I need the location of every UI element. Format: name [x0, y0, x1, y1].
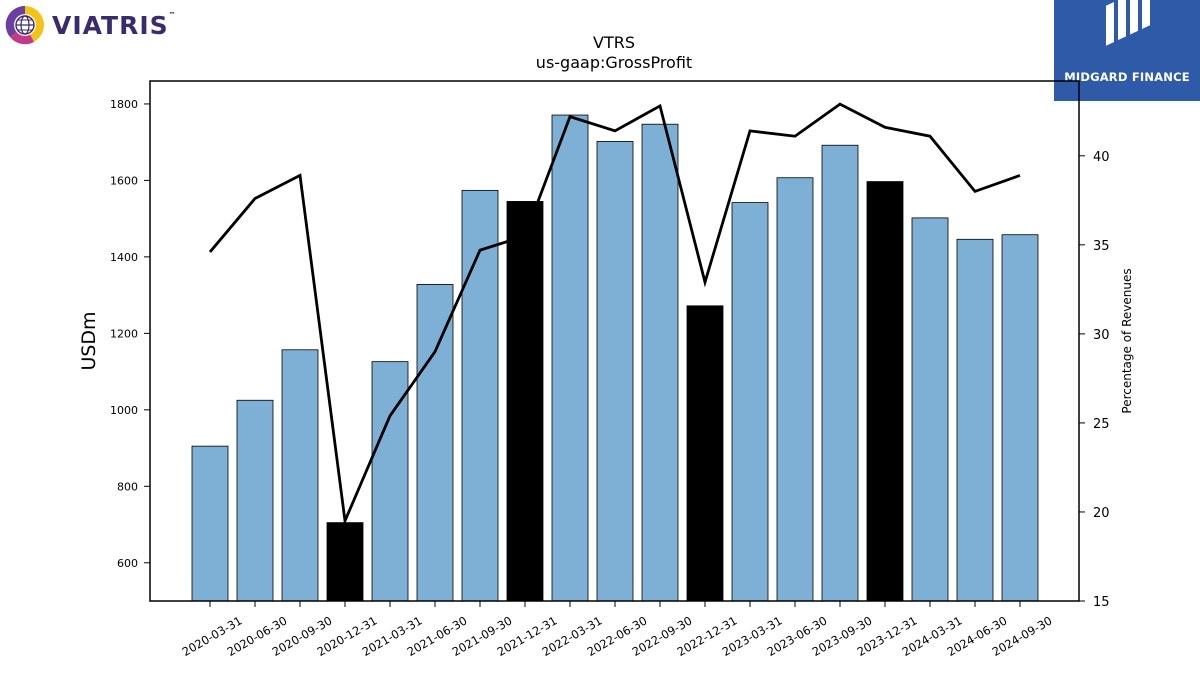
- midgard-emblem-icon: [1106, 0, 1150, 46]
- y-axis-right: 15 20 25 30 35 40: [1079, 150, 1110, 610]
- y2-tick-label-20: 20: [1093, 506, 1110, 521]
- viatris-logo: VIATRIS™: [4, 4, 177, 46]
- y-tick-label-800: 800: [117, 480, 138, 493]
- bar-2023-03-31: [731, 202, 769, 602]
- bar-2021-12-31: [506, 201, 544, 602]
- y2-tick-label-25: 25: [1093, 417, 1110, 432]
- bar-2022-12-31: [686, 305, 724, 602]
- y-tick-label-1400: 1400: [110, 251, 138, 264]
- bar-series: [191, 114, 1039, 602]
- bar-2020-03-31: [191, 445, 229, 602]
- y-tick-label-1600: 1600: [110, 174, 138, 187]
- viatris-wordmark: VIATRIS™: [52, 10, 177, 40]
- bar-2024-09-30: [1001, 234, 1039, 602]
- viatris-globe-icon: [5, 5, 44, 45]
- y-axis-left: 600 800 1000 1200 1400 1600 1800: [110, 98, 150, 570]
- y-tick-label-1200: 1200: [110, 327, 138, 340]
- y-tick-label-1800: 1800: [110, 98, 138, 111]
- y-axis-label: USDm: [78, 311, 100, 370]
- bar-2021-06-30: [416, 284, 454, 602]
- bar-2023-06-30: [776, 177, 814, 602]
- y2-tick-label-30: 30: [1093, 328, 1110, 343]
- line-series: [208, 102, 1021, 527]
- y-tick-label-600: 600: [117, 557, 138, 570]
- bar-2020-09-30: [281, 349, 319, 602]
- bar-2023-12-31: [866, 181, 904, 602]
- midgard-finance-wordmark: MIDGARD FINANCE: [1064, 70, 1190, 84]
- bar-2022-09-30: [641, 123, 679, 602]
- bar-2020-12-31: [326, 522, 364, 602]
- bar-2021-09-30: [461, 189, 499, 602]
- bar-2024-03-31: [911, 217, 949, 602]
- bar-2022-06-30: [596, 141, 634, 602]
- bar-2024-06-30: [956, 238, 994, 602]
- bar-2022-03-31: [551, 114, 589, 602]
- x-axis: 2020-03-312020-06-302020-09-302020-12-31…: [180, 601, 1055, 659]
- chart-title: VTRS: [593, 33, 635, 52]
- chart-subtitle: us-gaap:GrossProfit: [536, 53, 692, 72]
- y2-axis-label: Percentage of Revenues: [1120, 268, 1134, 413]
- bar-2023-09-30: [821, 144, 859, 602]
- y2-tick-label-15: 15: [1093, 595, 1110, 610]
- y2-tick-label-40: 40: [1093, 150, 1110, 165]
- percentage-line: [208, 102, 1021, 527]
- y2-tick-label-35: 35: [1093, 239, 1110, 254]
- bar-2020-06-30: [236, 399, 274, 602]
- y-tick-label-1000: 1000: [110, 404, 138, 417]
